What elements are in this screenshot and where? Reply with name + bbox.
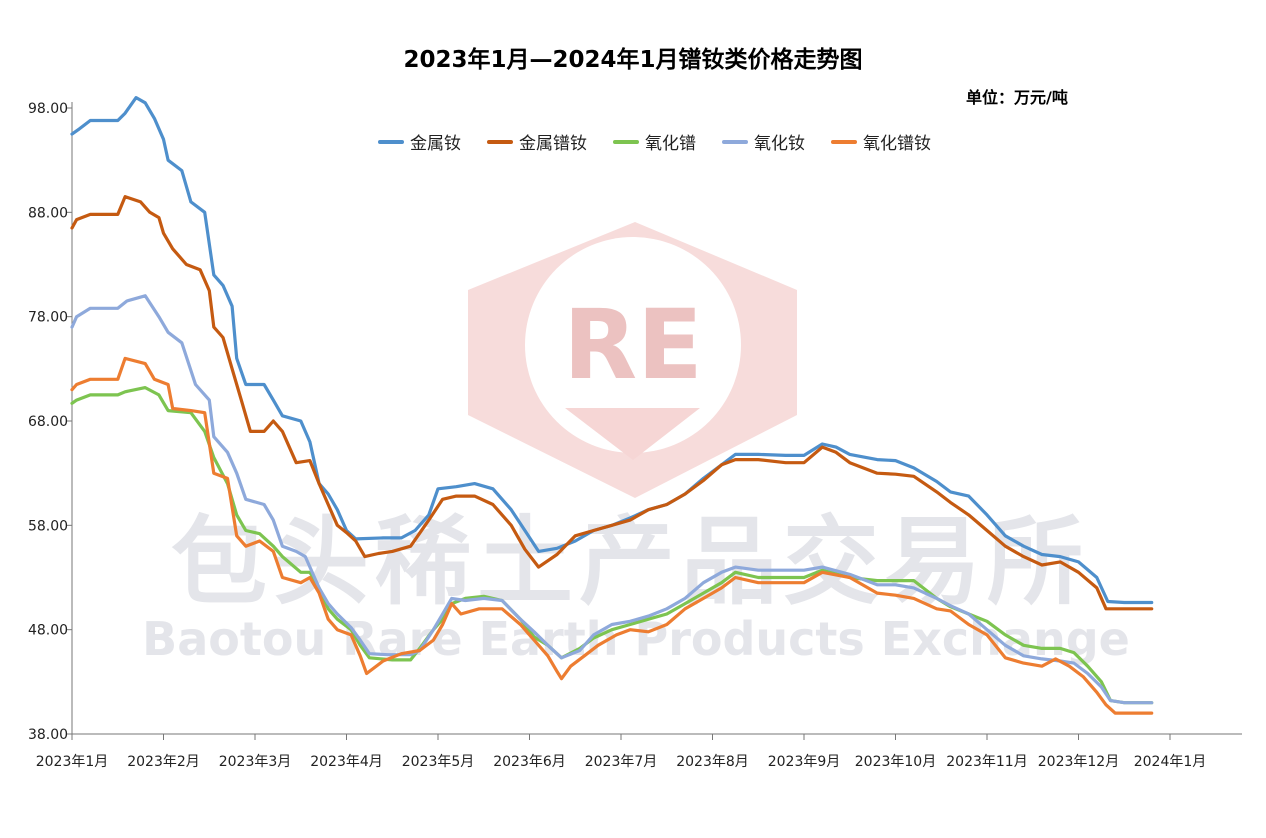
legend-label: 氧化镨钕 <box>863 134 931 154</box>
legend-item-2: 氧化镨 <box>613 129 696 154</box>
series-line-4 <box>70 356 1154 715</box>
x-tick-label: 2023年7月 <box>585 754 658 770</box>
watermark-logo-triangle <box>565 408 700 460</box>
series-layer <box>70 96 1154 715</box>
series-line-0 <box>70 96 1154 605</box>
legend-label: 氧化镨 <box>645 134 696 154</box>
legend-item-1: 金属镨钕 <box>487 129 587 154</box>
legend-label: 氧化钕 <box>754 134 805 154</box>
x-tick-label: 2023年6月 <box>493 754 566 770</box>
x-tick-label: 2023年2月 <box>127 754 200 770</box>
unit-label: 单位：万元/吨 <box>966 88 1068 107</box>
y-tick-label: 78.00 <box>28 310 68 326</box>
series-line-3 <box>70 294 1154 705</box>
x-tick-label: 2023年1月 <box>36 754 109 770</box>
legend-item-4: 氧化镨钕 <box>831 129 931 154</box>
y-tick-label: 68.00 <box>28 414 68 430</box>
legend-item-3: 氧化钕 <box>722 129 805 154</box>
legend-swatch <box>487 139 513 144</box>
x-tick-label: 2023年12月 <box>1038 754 1119 770</box>
y-tick-label: 98.00 <box>28 101 68 117</box>
exchange-watermark: RE 包头稀土产品交易所 Baotou Rare Earth Products … <box>142 222 1130 666</box>
x-tick-label: 2023年5月 <box>402 754 475 770</box>
y-tick-label: 58.00 <box>28 518 68 534</box>
legend-item-0: 金属钕 <box>378 129 461 154</box>
chart-title: 2023年1月—2024年1月镨钕类价格走势图 <box>403 47 863 73</box>
x-tick-label: 2023年9月 <box>768 754 841 770</box>
y-tick-label: 48.00 <box>28 623 68 639</box>
x-tick-label: 2023年11月 <box>946 754 1027 770</box>
x-tick-label: 2023年3月 <box>219 754 292 770</box>
legend-swatch <box>378 139 404 144</box>
series-line-1 <box>70 195 1154 611</box>
legend: 金属钕 金属镨钕 氧化镨 氧化钕 氧化镨钕 <box>378 129 931 154</box>
x-tick-label: 2023年10月 <box>855 754 936 770</box>
legend-swatch <box>722 139 748 144</box>
legend-label: 金属钕 <box>410 134 461 154</box>
watermark-logo-text: RE <box>563 289 703 401</box>
watermark-logo-circle <box>525 237 741 453</box>
x-tick-label: 2023年4月 <box>310 754 383 770</box>
legend-label: 金属镨钕 <box>519 134 587 154</box>
legend-swatch <box>831 139 857 144</box>
legend-swatch <box>613 139 639 144</box>
x-tick-label: 2023年8月 <box>676 754 749 770</box>
x-tick-label: 2024年1月 <box>1134 754 1207 770</box>
axes: 38.00 48.00 58.00 68.00 78.00 88.00 98.00 2023年… <box>28 101 1242 770</box>
y-tick-label: 38.00 <box>28 727 68 743</box>
y-tick-label: 88.00 <box>28 205 68 221</box>
